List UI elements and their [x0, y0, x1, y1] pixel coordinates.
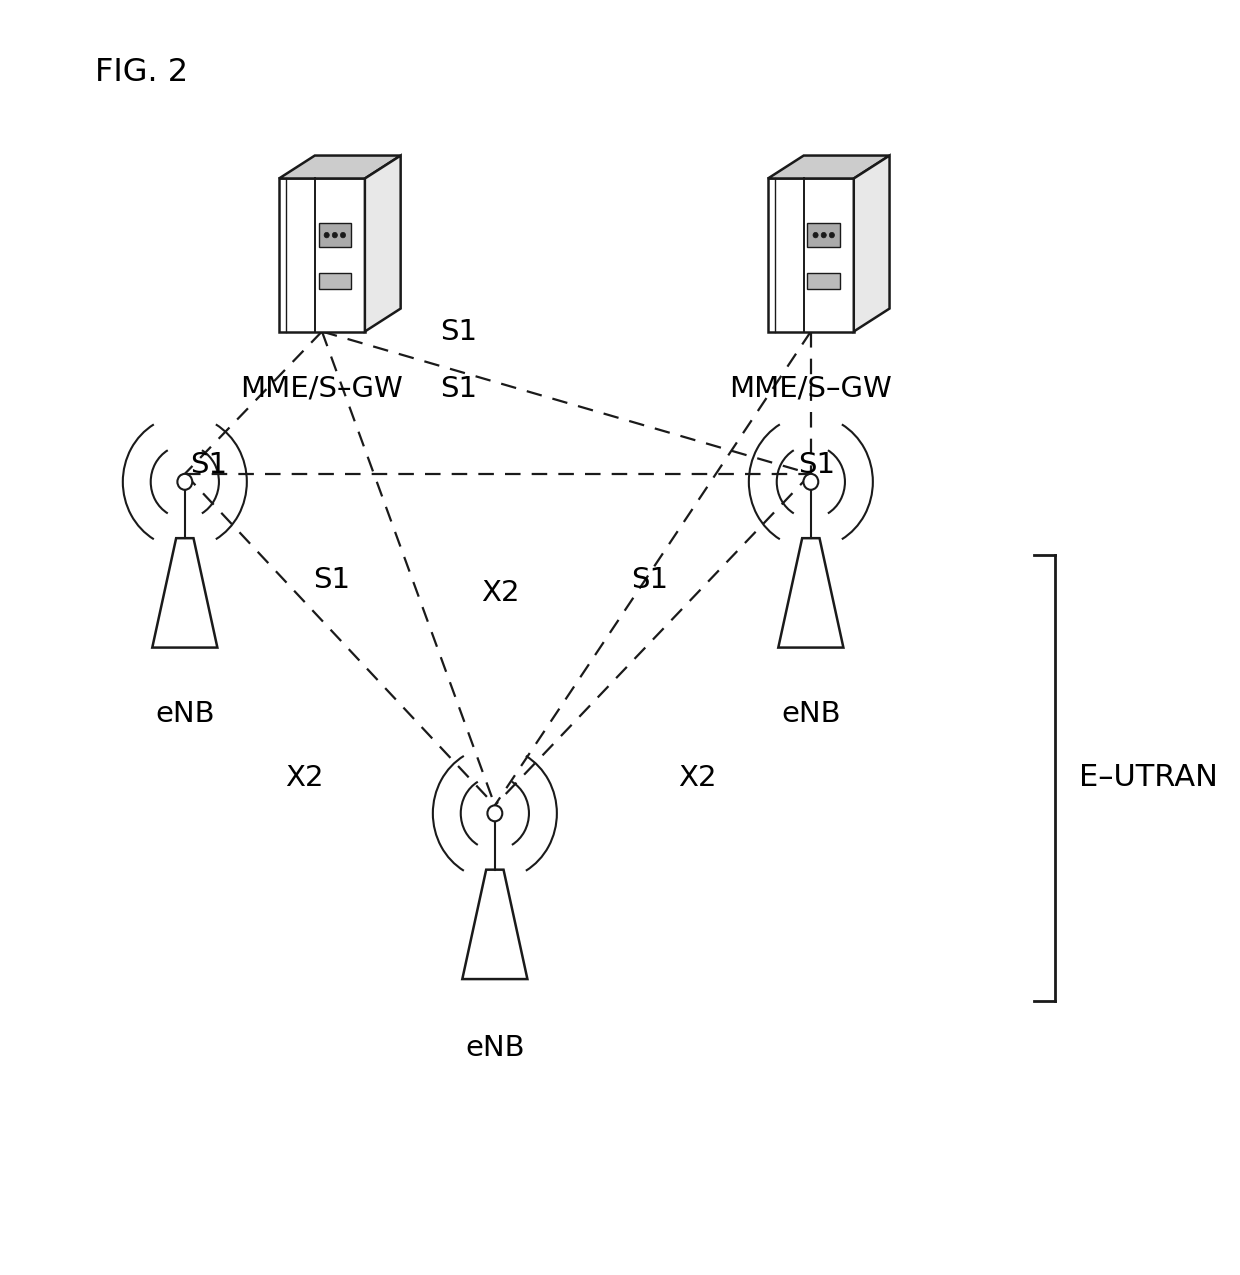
Polygon shape: [807, 273, 839, 288]
Circle shape: [487, 806, 502, 821]
Polygon shape: [779, 538, 843, 648]
Text: eNB: eNB: [155, 700, 215, 728]
Polygon shape: [365, 156, 401, 332]
Text: X2: X2: [481, 579, 520, 607]
Text: FIG. 2: FIG. 2: [95, 57, 188, 88]
Circle shape: [813, 232, 818, 238]
Polygon shape: [279, 156, 401, 178]
Text: S1: S1: [440, 375, 477, 403]
Polygon shape: [153, 538, 217, 648]
Text: X2: X2: [285, 764, 324, 792]
Polygon shape: [463, 870, 527, 979]
Polygon shape: [807, 223, 839, 247]
Text: X2: X2: [678, 764, 717, 792]
Circle shape: [324, 232, 330, 238]
Text: MME/S–GW: MME/S–GW: [241, 375, 403, 403]
Polygon shape: [854, 156, 889, 332]
Polygon shape: [768, 179, 854, 332]
Circle shape: [341, 232, 346, 238]
Polygon shape: [768, 156, 889, 178]
Circle shape: [177, 474, 192, 490]
Circle shape: [332, 232, 337, 238]
Text: S1: S1: [440, 317, 477, 346]
Text: S1: S1: [312, 566, 350, 594]
Text: eNB: eNB: [465, 1034, 525, 1062]
Text: S1: S1: [190, 451, 227, 479]
Text: S1: S1: [631, 566, 668, 594]
Circle shape: [821, 232, 826, 238]
Circle shape: [804, 474, 818, 490]
Text: E–UTRAN: E–UTRAN: [1079, 764, 1218, 792]
Polygon shape: [279, 179, 365, 332]
Text: S1: S1: [799, 451, 836, 479]
Text: MME/S–GW: MME/S–GW: [729, 375, 893, 403]
Polygon shape: [319, 223, 351, 247]
Circle shape: [830, 232, 835, 238]
Polygon shape: [319, 273, 351, 288]
Text: eNB: eNB: [781, 700, 841, 728]
